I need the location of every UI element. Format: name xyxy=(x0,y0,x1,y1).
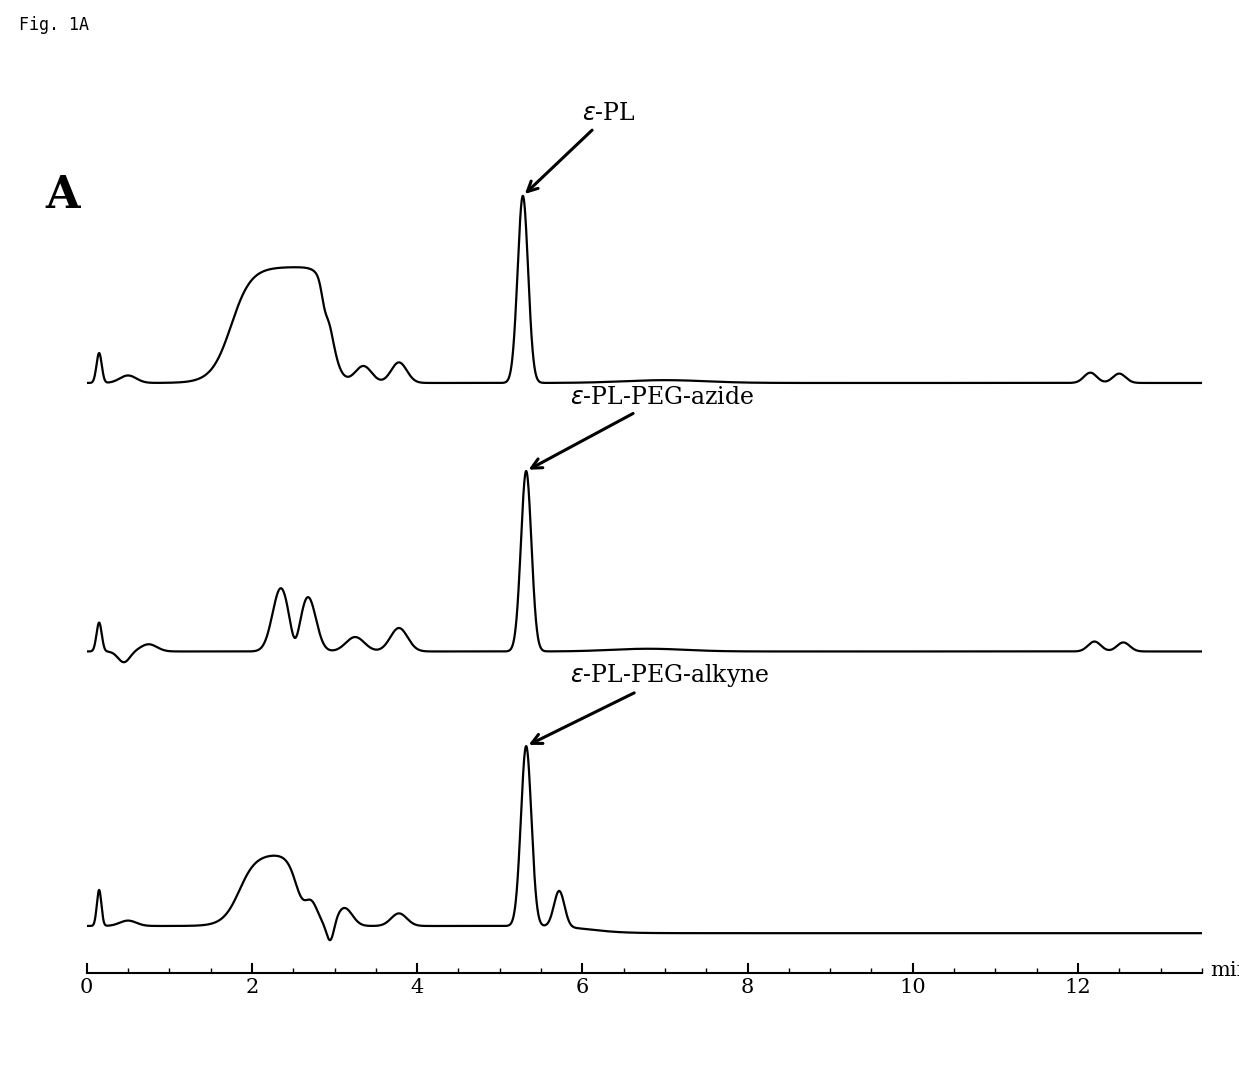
Text: $\varepsilon$-PL-PEG-alkyne: $\varepsilon$-PL-PEG-alkyne xyxy=(532,662,769,743)
Text: min.: min. xyxy=(1211,961,1239,980)
Text: $\varepsilon$-PL-PEG-azide: $\varepsilon$-PL-PEG-azide xyxy=(532,386,755,468)
Text: A: A xyxy=(46,174,81,217)
Text: $\varepsilon$-PL: $\varepsilon$-PL xyxy=(528,103,636,191)
Text: Fig. 1A: Fig. 1A xyxy=(19,16,88,34)
